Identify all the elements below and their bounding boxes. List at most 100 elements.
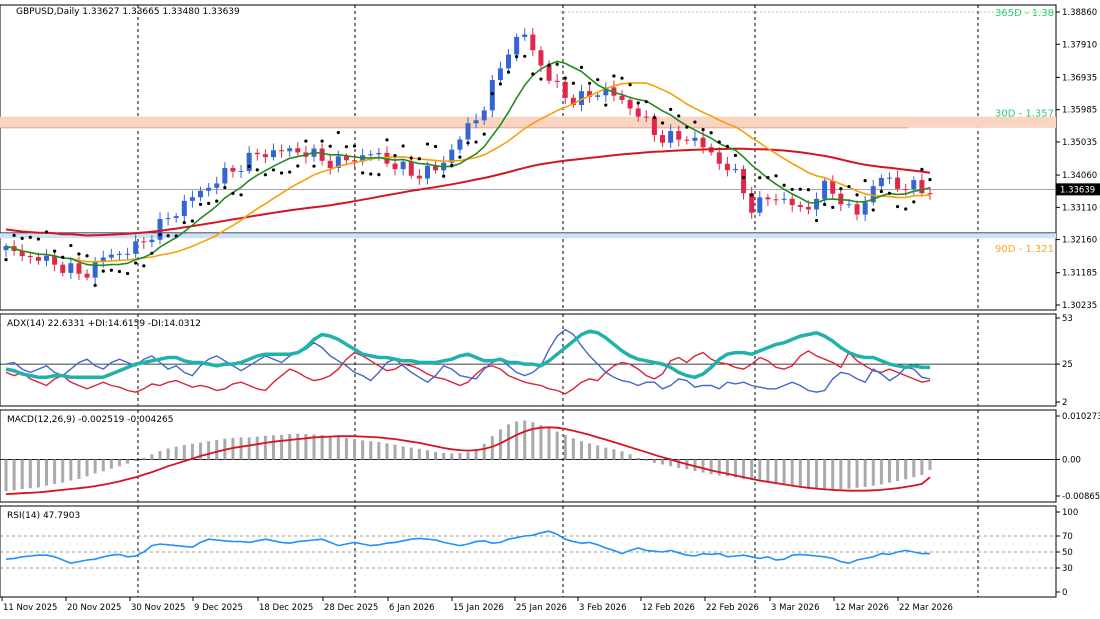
sar-dot xyxy=(247,164,251,168)
time-tick-label: 30 Nov 2025 xyxy=(131,603,185,613)
price-tick-label: 1.38860 xyxy=(1062,8,1097,18)
sar-dot xyxy=(717,140,721,144)
sar-dot xyxy=(174,234,178,238)
macd-bar xyxy=(815,459,819,489)
macd-bar xyxy=(109,459,113,469)
candle xyxy=(676,131,682,140)
macd-bar xyxy=(563,434,567,460)
sar-dot xyxy=(693,120,697,124)
macd-bar xyxy=(782,459,786,486)
sar-dot xyxy=(798,187,802,191)
macd-bar xyxy=(36,459,40,488)
rsi-panel[interactable]: 100 70 50 30 0 xyxy=(0,505,1078,598)
candle xyxy=(562,81,568,98)
macd-bar xyxy=(515,421,519,460)
sar-dot xyxy=(61,255,65,259)
axis-tick-label: 2 xyxy=(1062,398,1067,408)
sar-dot xyxy=(628,83,632,87)
candle xyxy=(522,34,528,37)
candle xyxy=(270,150,276,158)
candle xyxy=(692,137,698,141)
macd-bar xyxy=(369,441,373,460)
macd-bar xyxy=(263,435,267,460)
sar-dot xyxy=(101,269,105,273)
sar-dot xyxy=(620,76,624,80)
macd-bar xyxy=(158,450,162,460)
sar-dot xyxy=(831,205,835,209)
adx-line xyxy=(5,329,930,380)
macd-bar xyxy=(134,459,138,462)
candle xyxy=(668,131,674,143)
macd-bar xyxy=(126,459,130,464)
sar-dot xyxy=(482,132,486,136)
macd-bar xyxy=(425,450,429,460)
axis-tick-label: 70 xyxy=(1062,532,1073,542)
ma-fast-line xyxy=(5,60,931,267)
macd-bar xyxy=(831,459,835,490)
axis-tick-label: 0.00 xyxy=(1062,455,1081,465)
macd-bar xyxy=(312,434,316,460)
macd-bar xyxy=(620,451,624,460)
macd-bar xyxy=(644,459,648,461)
macd-bar xyxy=(450,453,454,460)
sar-dot xyxy=(442,174,446,178)
candle xyxy=(327,160,333,168)
candle xyxy=(830,180,836,194)
adx-panel[interactable]: 53 25 2 xyxy=(0,313,1073,408)
axis-tick-label: 0.010273 xyxy=(1062,412,1100,422)
macd-bar xyxy=(588,443,592,460)
macd-bar xyxy=(507,424,511,460)
sar-dot xyxy=(12,233,16,237)
macd-bar xyxy=(725,459,729,477)
candle xyxy=(214,183,220,188)
candle xyxy=(44,255,50,261)
sar-dot xyxy=(150,251,154,255)
candle xyxy=(76,263,82,274)
sar-dot xyxy=(912,200,916,204)
macd-bar xyxy=(636,457,640,460)
macd-bar xyxy=(498,429,502,460)
macd-bar xyxy=(798,459,802,487)
candle xyxy=(554,80,560,82)
time-tick-label: 3 Feb 2026 xyxy=(579,603,627,613)
sar-dot xyxy=(855,193,859,197)
candle xyxy=(643,116,649,118)
rsi-title: RSI(14) 47.7903 xyxy=(7,511,80,521)
macd-bar xyxy=(523,420,527,460)
macd-bar xyxy=(579,441,583,460)
sar-dot xyxy=(766,175,770,180)
ma-slow-line xyxy=(5,147,931,237)
sar-dot xyxy=(450,163,454,167)
candle xyxy=(465,123,471,140)
candle xyxy=(797,205,803,207)
sar-dot xyxy=(109,268,113,272)
macd-bar xyxy=(280,434,284,460)
candle xyxy=(424,165,430,179)
candle xyxy=(870,186,876,203)
price-panel[interactable]: 365D - 1.38 30D - 1.357 90D - 1.321 1.38860… xyxy=(0,4,1100,311)
price-tick-label: 1.35985 xyxy=(1062,106,1097,116)
candle xyxy=(886,177,892,179)
candle xyxy=(287,148,293,152)
macd-bar xyxy=(328,436,332,460)
candle xyxy=(919,180,925,194)
price-panel-title: GBPUSD,Daily 1.33627 1.33665 1.33480 1.3… xyxy=(16,7,240,17)
candle xyxy=(68,263,74,273)
sar-dot xyxy=(320,139,324,143)
macd-bar xyxy=(117,459,121,467)
sar-dot xyxy=(928,178,932,182)
candle xyxy=(781,198,787,200)
sar-dot xyxy=(555,62,559,66)
macd-bar xyxy=(750,459,754,481)
sar-dot xyxy=(814,218,819,223)
sar-dot xyxy=(263,173,267,177)
macd-bar xyxy=(604,447,608,460)
sar-dot xyxy=(409,156,413,160)
sar-dot xyxy=(758,176,762,180)
macd-bar xyxy=(774,459,778,484)
candle xyxy=(684,139,690,141)
price-zone xyxy=(0,116,1056,128)
macd-bar xyxy=(150,454,154,460)
